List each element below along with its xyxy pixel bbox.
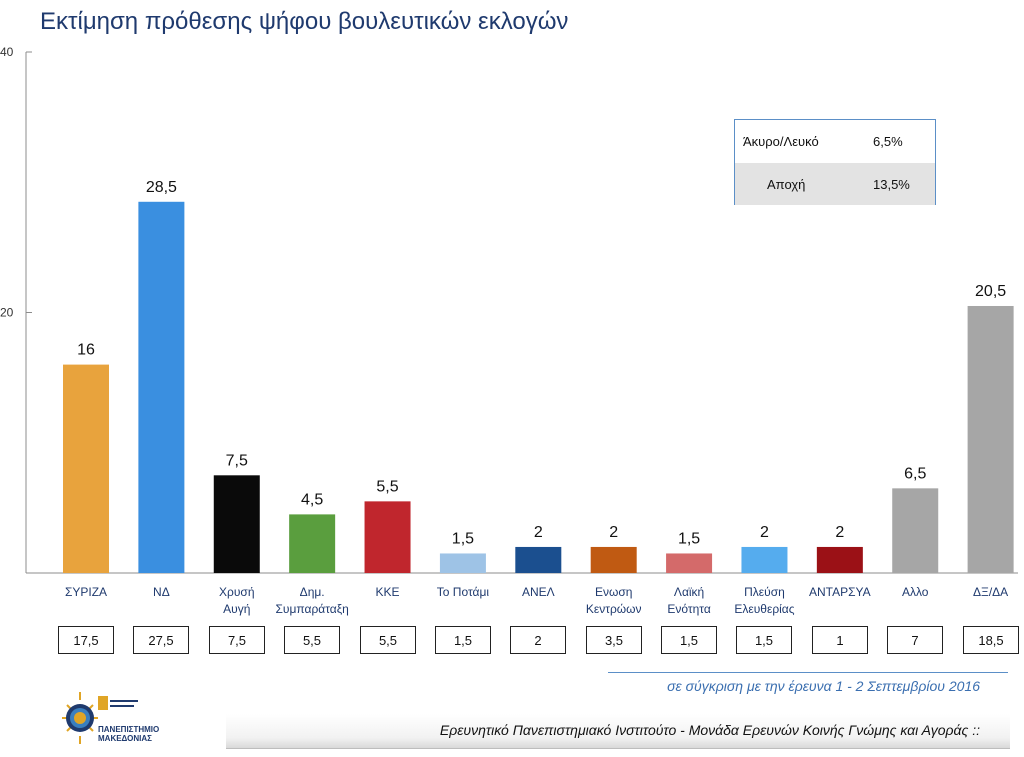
bar <box>63 364 109 573</box>
comparison-value-box: 1,5 <box>736 626 792 654</box>
data-label: 1,5 <box>678 530 700 547</box>
category-label: ΣΥΡΙΖΑ <box>65 585 107 599</box>
category-label: Αλλο <box>902 585 929 599</box>
category-label: ΝΔ <box>153 585 170 599</box>
invalid-abstention-table: Άκυρο/Λευκό 6,5% Αποχή 13,5% <box>734 119 936 205</box>
data-label: 2 <box>609 524 618 541</box>
data-label: 5,5 <box>376 478 398 495</box>
divider <box>608 672 1008 673</box>
y-tick-label: 40 <box>0 45 14 59</box>
comparison-value-box: 7 <box>887 626 943 654</box>
data-label: 16 <box>77 342 95 359</box>
comparison-note: σε σύγκριση με την έρευνα 1 - 2 Σεπτεμβρ… <box>608 664 1008 700</box>
category-label: ΑΝΕΛ <box>522 585 555 599</box>
data-label: 6,5 <box>904 465 926 482</box>
row-value: 6,5% <box>873 134 903 149</box>
bar <box>892 488 939 573</box>
table-row: Άκυρο/Λευκό 6,5% <box>735 120 935 164</box>
bar <box>666 553 713 573</box>
data-label: 2 <box>534 524 543 541</box>
data-label: 4,5 <box>301 491 323 508</box>
comparison-value-box: 18,5 <box>963 626 1019 654</box>
category-label: Κεντρώων <box>586 602 642 616</box>
logo-text: ΜΑΚΕΔΟΝΙΑΣ <box>98 734 152 743</box>
footer-text: Ερευνητικό Πανεπιστημιακό Ινστιτούτο - Μ… <box>439 722 980 738</box>
comparison-value-box: 5,5 <box>360 626 416 654</box>
comparison-value-box: 1 <box>812 626 868 654</box>
bar <box>515 546 562 573</box>
bar-chart: 20 40 16 ΣΥΡΙΖΑ 28,5 ΝΔ 7,5 Χρυσή Αυγή 4,5 Δημ. Συμ… <box>0 45 1018 616</box>
comparison-value-box: 5,5 <box>284 626 340 654</box>
category-label: Ελευθερίας <box>734 602 794 616</box>
category-label: ΔΞ/ΔΑ <box>973 585 1008 599</box>
bar <box>741 546 788 573</box>
bar <box>816 546 863 573</box>
comparison-value-box: 3,5 <box>586 626 642 654</box>
bar <box>590 546 637 573</box>
category-label: Ενότητα <box>667 602 710 616</box>
row-value: 13,5% <box>873 176 910 192</box>
comparison-value-box: 7,5 <box>209 626 265 654</box>
footer-banner: Ερευνητικό Πανεπιστημιακό Ινστιτούτο - Μ… <box>226 714 1010 749</box>
bar <box>364 501 411 573</box>
data-label: 20,5 <box>975 283 1006 300</box>
table-row: Αποχή 13,5% <box>735 163 935 205</box>
bar <box>439 553 486 573</box>
category-label: Δημ. <box>300 585 325 599</box>
category-label: Συμπαράταξη <box>276 602 349 616</box>
logo-text: ΠΑΝΕΠΙΣΤΗΜΙΟ <box>98 725 160 734</box>
logo-emblem-icon <box>62 692 138 744</box>
category-label: Λαϊκή <box>674 585 704 599</box>
chart-title: Εκτίμηση πρόθεσης ψήφου βουλευτικών εκλο… <box>40 8 569 35</box>
data-label: 2 <box>835 524 844 541</box>
university-logo: ΠΑΝΕΠΙΣΤΗΜΙΟ ΜΑΚΕΔΟΝΙΑΣ <box>62 688 180 752</box>
comparison-note-text: σε σύγκριση με την έρευνα 1 - 2 Σεπτεμβρ… <box>667 678 980 694</box>
category-label: Πλεύση <box>744 585 785 599</box>
category-label: Ενωση <box>595 585 632 599</box>
comparison-value-box: 17,5 <box>58 626 114 654</box>
data-label: 1,5 <box>452 530 474 547</box>
y-tick-label: 20 <box>0 306 14 320</box>
data-label: 7,5 <box>226 452 248 469</box>
bar <box>967 305 1014 573</box>
category-label: Το Ποτάμι <box>437 585 490 599</box>
row-label: Άκυρο/Λευκό <box>743 134 819 149</box>
comparison-value-box: 1,5 <box>661 626 717 654</box>
category-label: ΚΚΕ <box>376 585 400 599</box>
bar <box>138 201 185 573</box>
comparison-value-box: 1,5 <box>435 626 491 654</box>
category-label: ΑΝΤΑΡΣΥΑ <box>809 585 871 599</box>
category-label: Χρυσή <box>219 585 254 599</box>
bar <box>289 514 336 573</box>
data-label: 28,5 <box>146 179 177 196</box>
category-label: Αυγή <box>223 602 250 616</box>
data-label: 2 <box>760 524 769 541</box>
comparison-value-box: 27,5 <box>133 626 189 654</box>
row-label: Αποχή <box>767 176 806 192</box>
comparison-value-box: 2 <box>510 626 566 654</box>
bar <box>213 475 260 573</box>
